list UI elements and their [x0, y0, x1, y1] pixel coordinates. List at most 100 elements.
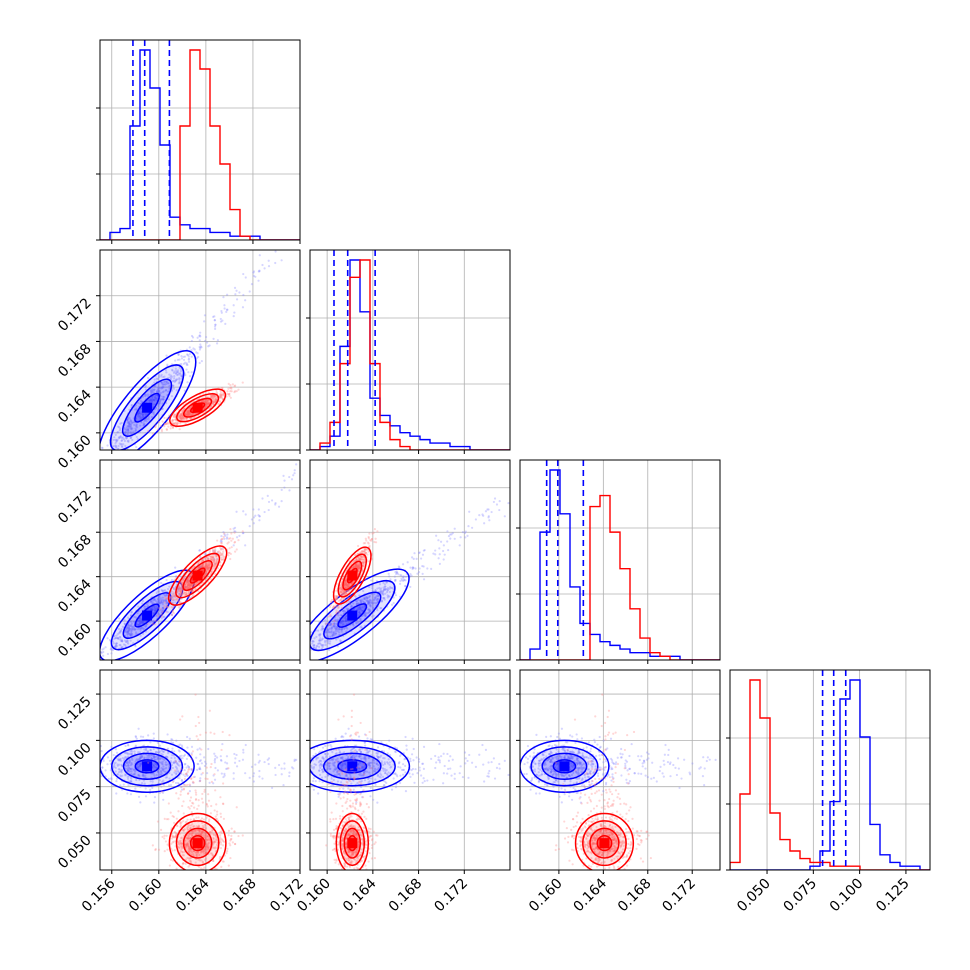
sample-point — [213, 752, 216, 755]
sample-point — [153, 756, 156, 759]
sample-point — [187, 583, 190, 586]
sample-point — [213, 400, 216, 403]
sample-point — [162, 385, 165, 388]
sample-point — [356, 565, 359, 568]
sample-point — [362, 542, 365, 545]
sample-point — [371, 602, 374, 605]
sample-point — [127, 430, 130, 433]
sample-point — [354, 563, 357, 566]
sample-point — [179, 416, 182, 419]
sample-point — [338, 591, 341, 594]
sample-point — [382, 581, 385, 585]
sample-point — [210, 394, 213, 397]
sample-point — [214, 323, 217, 326]
sample-point — [357, 567, 361, 571]
sample-point — [186, 764, 189, 767]
sample-point — [160, 387, 163, 390]
sample-point — [356, 565, 360, 568]
sample-point — [164, 840, 168, 843]
sample-point — [128, 423, 131, 426]
sample-point — [335, 589, 338, 592]
sample-point — [185, 757, 189, 760]
sample-point — [116, 636, 119, 640]
sample-point — [392, 596, 395, 599]
sample-point — [362, 562, 365, 566]
sample-point — [347, 585, 350, 589]
sample-point — [151, 622, 154, 625]
sample-point — [182, 355, 185, 358]
sample-point — [167, 390, 170, 393]
sample-point — [126, 630, 130, 633]
sample-point — [153, 396, 157, 399]
sample-point — [207, 402, 210, 405]
sample-point — [176, 373, 179, 377]
sample-point — [214, 766, 217, 770]
sample-point — [134, 628, 137, 631]
sample-point — [112, 642, 115, 645]
sample-point — [204, 558, 207, 561]
sample-point — [369, 601, 372, 604]
sample-point — [344, 615, 347, 618]
sample-point — [221, 537, 224, 541]
sample-point — [241, 381, 244, 384]
sample-point — [161, 791, 165, 794]
sample-point — [213, 564, 216, 567]
sample-point — [179, 591, 182, 594]
sample-point — [123, 431, 127, 434]
sample-point — [222, 531, 225, 534]
sample-point — [158, 779, 161, 782]
sample-point — [137, 795, 141, 798]
sample-point — [174, 379, 178, 382]
sample-point — [381, 593, 384, 596]
sample-point — [258, 769, 261, 773]
sample-point — [128, 624, 131, 627]
sample-point — [161, 609, 164, 612]
sample-point — [145, 412, 149, 416]
sample-point — [369, 609, 372, 612]
sample-point — [406, 561, 409, 564]
sample-point — [173, 423, 176, 426]
sample-point — [339, 589, 342, 592]
sample-point — [191, 781, 195, 784]
sample-point — [340, 606, 344, 609]
sample-point — [340, 630, 343, 633]
sample-point — [178, 372, 181, 375]
sample-point — [165, 371, 168, 374]
sample-point — [358, 605, 361, 609]
sample-point — [169, 374, 173, 377]
sample-point — [368, 598, 372, 602]
sample-point — [186, 413, 190, 417]
sample-point — [121, 640, 124, 643]
sample-point — [174, 379, 177, 382]
sample-point — [250, 518, 254, 521]
sample-point — [364, 547, 367, 551]
sample-point — [283, 762, 286, 765]
sample-point — [404, 575, 408, 578]
sample-point — [186, 353, 189, 356]
sample-point — [187, 357, 191, 360]
sample-point — [179, 414, 183, 417]
sample-point — [312, 646, 315, 650]
sample-point — [178, 378, 181, 381]
sample-point — [208, 563, 211, 567]
sample-point — [196, 352, 199, 355]
sample-point — [325, 639, 328, 642]
sample-point — [126, 428, 129, 431]
sample-point — [334, 628, 338, 631]
sample-point — [116, 637, 120, 640]
sample-point — [188, 346, 191, 349]
sample-point — [386, 588, 389, 591]
sample-point — [131, 438, 134, 442]
sample-point — [226, 390, 229, 393]
sample-point — [182, 417, 185, 420]
sample-point — [171, 369, 174, 372]
sample-point — [219, 553, 223, 557]
sample-point — [364, 613, 367, 616]
sample-point — [348, 601, 351, 604]
sample-point — [206, 772, 209, 775]
sample-point — [230, 390, 233, 393]
sample-point — [104, 775, 107, 778]
sample-point — [384, 588, 387, 592]
sample-point — [280, 773, 283, 776]
